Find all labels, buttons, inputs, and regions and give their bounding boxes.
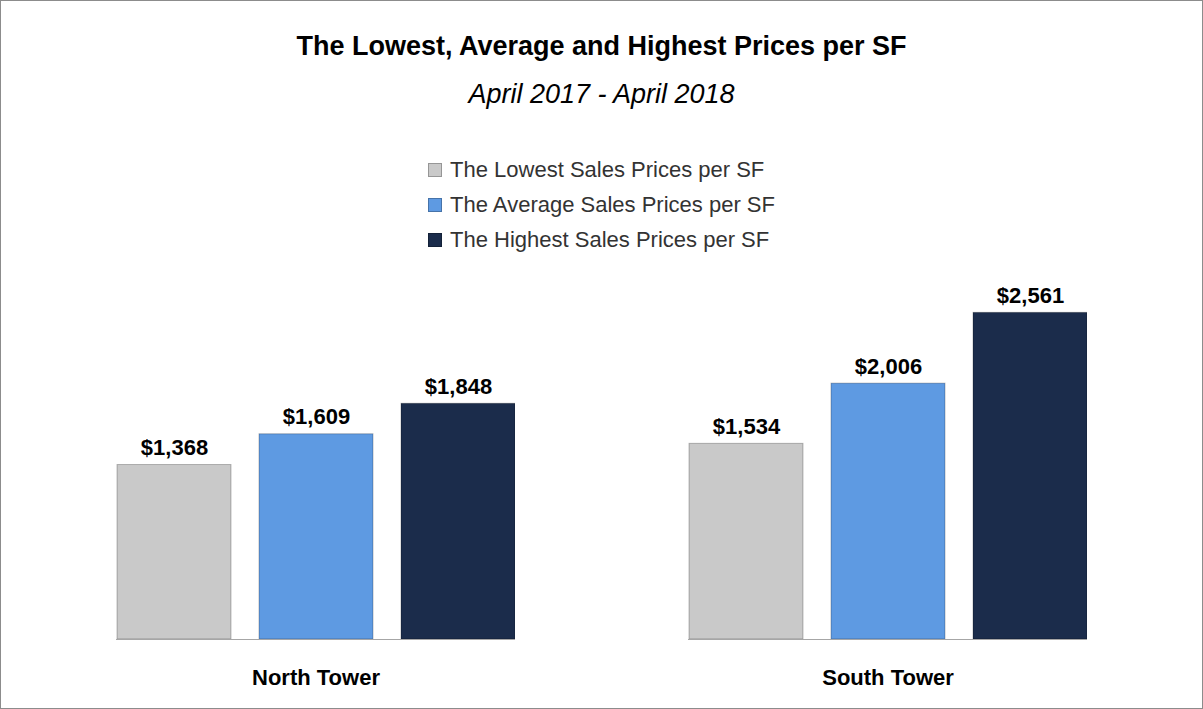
html-text:The Lowest Sales Prices per SF: The Lowest Sales Prices per SF (450, 157, 765, 182)
svg-text:South Tower: South Tower (822, 665, 954, 690)
svg-text:$1,368: $1,368 (141, 435, 208, 460)
html-text:The Highest Sales Prices per S: The Highest Sales Prices per SF (450, 227, 770, 252)
svg-text:$2,006: $2,006 (855, 354, 922, 379)
svg-text:North Tower: North Tower (252, 665, 380, 690)
svg-text:$1,609: $1,609 (283, 404, 350, 429)
svg-text:$1,848: $1,848 (425, 374, 492, 399)
svg-text:$1,534: $1,534 (713, 414, 781, 439)
svg-text:$2,561: $2,561 (997, 283, 1064, 308)
html-text:April 2017 - April 2018: April 2017 - April 2018 (468, 79, 735, 109)
html-text:The Average Sales Prices per S: The Average Sales Prices per SF (450, 192, 775, 217)
html-text:The Lowest, Average and Highes: The Lowest, Average and Highest Prices p… (296, 31, 907, 61)
